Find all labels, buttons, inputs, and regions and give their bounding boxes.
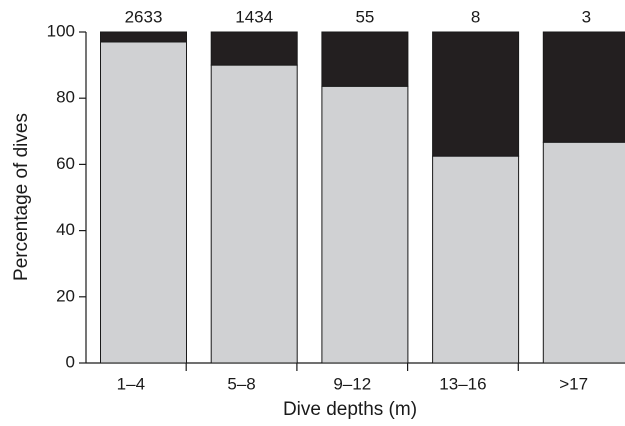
x-tick-label: 13–16: [439, 374, 486, 393]
x-axis-label: Dive depths (m): [283, 399, 417, 420]
bar-segment: [210, 64, 298, 364]
y-axis-label: Percentage of dives: [11, 113, 32, 281]
total-label: 1434: [235, 7, 273, 26]
y-tick-label: 20: [56, 286, 75, 305]
bar-segment: [432, 31, 520, 157]
bar-segment: [542, 141, 625, 364]
y-tick-label: 60: [56, 154, 75, 173]
x-tick-label: >17: [559, 374, 588, 393]
x-tick-label: 5–8: [227, 374, 255, 393]
bar-segment: [321, 31, 409, 87]
x-tick-label: 1–4: [117, 374, 145, 393]
bar-segment: [542, 31, 625, 143]
x-tick-label: 9–12: [333, 374, 371, 393]
y-tick-label: 100: [47, 21, 75, 40]
y-tick-label: 40: [56, 220, 75, 239]
total-label: 55: [355, 7, 374, 26]
y-tick-label: 80: [56, 88, 75, 107]
bar-segment: [210, 31, 298, 66]
total-label: 8: [471, 7, 480, 26]
bar-segment: [432, 155, 520, 364]
total-label: 3: [582, 7, 591, 26]
y-tick-label: 0: [66, 352, 75, 371]
bar-segment: [100, 31, 187, 43]
bar-segment: [100, 41, 187, 364]
bar-segment: [321, 85, 409, 364]
total-label: 2633: [125, 7, 163, 26]
